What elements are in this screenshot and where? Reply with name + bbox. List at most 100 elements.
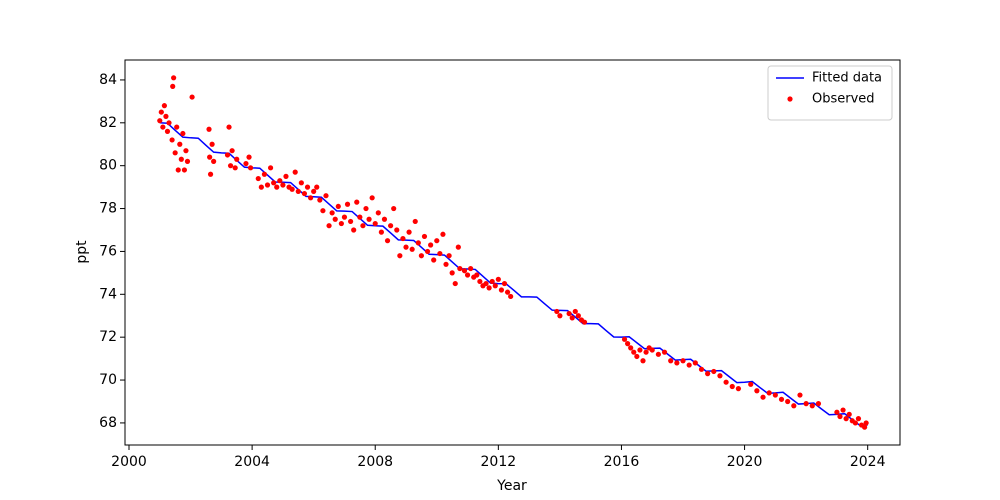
observed-point xyxy=(686,362,692,368)
observed-point xyxy=(307,195,314,201)
observed-point xyxy=(729,383,735,390)
observed-point xyxy=(846,411,852,417)
observed-point xyxy=(572,308,578,315)
observed-point xyxy=(274,184,280,190)
observed-point xyxy=(837,413,843,420)
x-axis-label: Year xyxy=(496,478,527,494)
observed-point xyxy=(431,257,437,263)
y-tick-label: 82 xyxy=(99,115,117,131)
observed-point xyxy=(189,94,195,100)
observed-point xyxy=(464,272,471,278)
observed-point xyxy=(369,195,375,201)
y-tick-label: 78 xyxy=(99,201,117,217)
y-tick-label: 76 xyxy=(99,243,117,259)
observed-point xyxy=(258,184,264,190)
observed-point xyxy=(255,175,261,182)
observed-point xyxy=(674,360,680,366)
observed-point xyxy=(468,265,474,272)
observed-point xyxy=(735,386,742,392)
observed-point xyxy=(717,373,723,379)
observed-point xyxy=(277,178,283,184)
observed-point xyxy=(434,238,440,244)
observed-point xyxy=(834,409,840,415)
observed-point xyxy=(206,126,212,132)
legend-label: Observed xyxy=(812,92,875,107)
observed-point xyxy=(554,308,560,315)
observed-point xyxy=(232,165,238,171)
y-tick-label: 80 xyxy=(99,158,117,174)
observed-point xyxy=(264,182,271,188)
observed-point xyxy=(388,223,394,229)
observed-point xyxy=(785,398,791,405)
observed-point xyxy=(178,156,184,162)
observed-point xyxy=(158,109,164,115)
observed-point xyxy=(163,113,169,119)
observed-point xyxy=(492,283,498,289)
observed-point xyxy=(498,287,505,293)
observed-point xyxy=(181,167,188,173)
observed-point xyxy=(372,220,378,227)
observed-point xyxy=(211,158,217,164)
observed-point xyxy=(474,272,480,278)
observed-point xyxy=(354,199,360,205)
observed-point xyxy=(692,360,698,366)
observed-point xyxy=(304,184,311,190)
observed-point xyxy=(384,238,391,244)
observed-point xyxy=(298,180,304,186)
observed-point xyxy=(289,186,295,192)
y-tick-label: 72 xyxy=(99,329,117,345)
observed-point xyxy=(301,190,308,197)
x-tick-label: 2012 xyxy=(481,454,517,470)
observed-point xyxy=(723,379,729,385)
observed-point xyxy=(320,208,326,214)
observed-point xyxy=(209,141,215,147)
legend-swatch xyxy=(787,96,793,102)
observed-point xyxy=(172,150,178,156)
observed-point xyxy=(428,242,434,248)
observed-point xyxy=(797,392,803,398)
observed-point xyxy=(495,276,501,282)
observed-point xyxy=(698,366,705,372)
observed-point xyxy=(335,203,341,210)
observed-point xyxy=(621,336,628,342)
observed-point xyxy=(440,231,446,237)
observed-point xyxy=(457,265,463,272)
observed-point xyxy=(360,223,366,229)
y-tick-label: 70 xyxy=(99,372,117,388)
observed-point xyxy=(840,407,846,413)
legend-box xyxy=(767,65,893,121)
observed-point xyxy=(183,148,189,154)
legend-label: Fitted data xyxy=(812,71,882,86)
observed-point xyxy=(357,214,363,220)
observed-point xyxy=(174,124,180,130)
observed-point xyxy=(508,293,514,300)
observed-point xyxy=(415,240,421,246)
observed-point xyxy=(655,351,661,357)
observed-point xyxy=(243,160,249,167)
observed-point xyxy=(791,403,797,409)
observed-point xyxy=(443,261,449,267)
observed-point xyxy=(855,416,862,422)
x-tick-label: 2008 xyxy=(357,454,393,470)
observed-point xyxy=(421,233,428,240)
observed-point xyxy=(711,368,717,375)
observed-point xyxy=(332,216,338,222)
observed-point xyxy=(649,347,655,353)
observed-point xyxy=(486,285,492,291)
observed-point xyxy=(246,154,252,160)
observed-point xyxy=(234,156,240,162)
observed-point xyxy=(391,205,397,212)
observed-point xyxy=(184,158,191,164)
observed-point xyxy=(803,401,809,407)
observed-point xyxy=(569,315,575,321)
x-tick-label: 2020 xyxy=(727,454,763,470)
observed-point xyxy=(625,341,631,347)
observed-point xyxy=(363,205,369,212)
observed-point xyxy=(661,349,668,355)
observed-point xyxy=(207,171,214,177)
y-axis-label: ppt xyxy=(74,240,90,264)
observed-point xyxy=(348,218,354,225)
observed-point xyxy=(809,403,815,409)
observed-point xyxy=(437,250,443,257)
